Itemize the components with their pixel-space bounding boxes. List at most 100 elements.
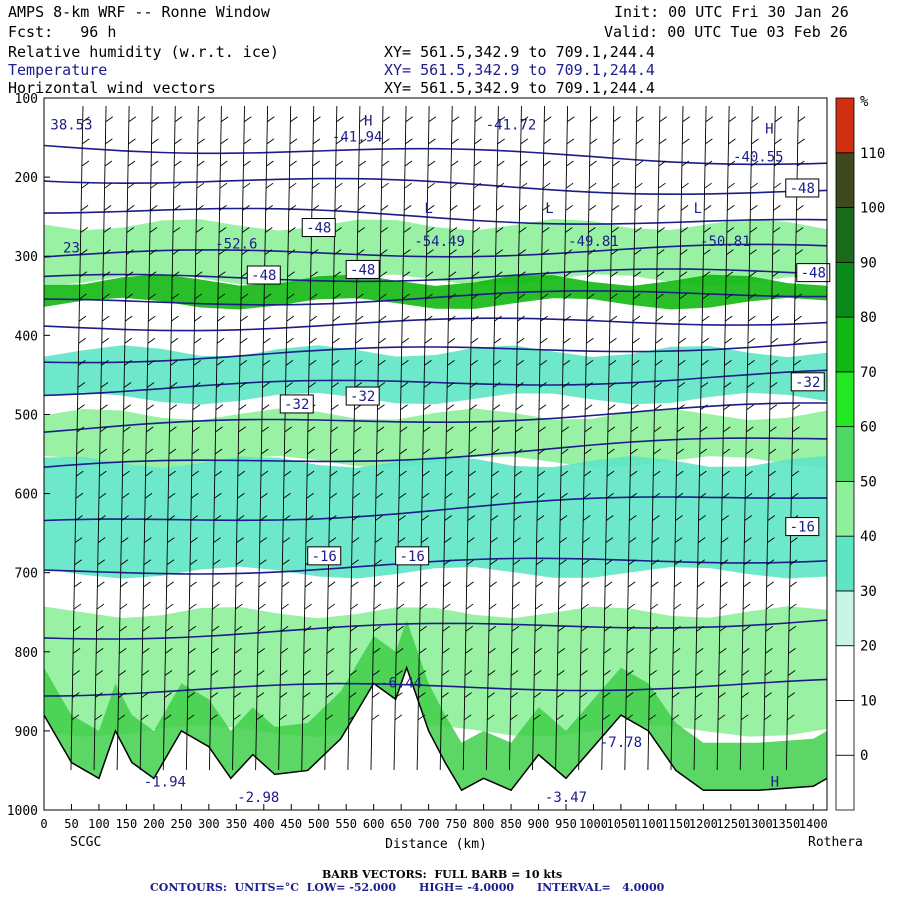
contour-label-box xyxy=(796,263,831,283)
contour-label-box xyxy=(395,546,430,566)
colorbar-segment xyxy=(835,152,855,208)
x-tick-label: 1300 xyxy=(744,817,773,831)
x-tick-label: 400 xyxy=(253,817,275,831)
field-temp-xy: XY= 561.5,342.9 to 709.1,244.4 xyxy=(384,61,655,79)
x-tick-label: 500 xyxy=(308,817,330,831)
contour-label: -7.78 xyxy=(600,735,642,751)
x-tick-label: 1050 xyxy=(606,817,635,831)
wind-barb-column xyxy=(208,105,229,771)
contour-label: L xyxy=(694,201,702,217)
contour-label-text: -48 xyxy=(306,221,331,237)
contour-label-text: 38.53 xyxy=(50,118,92,134)
colorbar-segment xyxy=(835,700,855,756)
wind-barb-column xyxy=(185,105,206,771)
contour-label: -41.72 xyxy=(486,118,537,134)
wind-barb-column xyxy=(578,105,598,771)
y-tick-label: 1000 xyxy=(7,804,38,819)
colorbar-segment xyxy=(835,261,855,318)
contour-label: -40.55 xyxy=(733,149,784,165)
colorbar-segment xyxy=(835,590,855,647)
contour-label-box xyxy=(785,517,820,537)
contour-label-box xyxy=(307,546,342,566)
field-rh-name: Relative humidity (w.r.t. ice) xyxy=(8,43,279,61)
field-wind-xy: XY= 561.5,342.9 to 709.1,244.4 xyxy=(384,79,655,97)
contour-label-text: -32 xyxy=(284,397,309,413)
colorbar-segment xyxy=(835,316,855,373)
contour-label: L xyxy=(545,201,553,217)
contour-label: -48 xyxy=(301,218,336,238)
x-tick-label: 150 xyxy=(116,817,138,831)
y-tick-label: 100 xyxy=(15,92,38,107)
colorbar-label: 50 xyxy=(860,474,877,490)
field-wind-name: Horizontal wind vectors xyxy=(8,79,216,97)
forecast-hour: Fcst: 96 h xyxy=(8,23,117,41)
wind-barb-column xyxy=(647,105,667,771)
colorbar-segment xyxy=(835,371,855,428)
contour-label: -1.94 xyxy=(144,774,186,790)
field-temp-name: Temperature xyxy=(8,61,108,79)
x-tick-label: 0 xyxy=(40,817,47,831)
colorbar-segment xyxy=(835,754,855,811)
x-tick-label: 1250 xyxy=(716,817,745,831)
contour-label: -48 xyxy=(345,259,380,279)
colorbar-label: 110 xyxy=(860,146,885,162)
contour-label-text: 23 xyxy=(63,240,80,256)
contour-label-text: -48 xyxy=(801,266,826,282)
wind-barb-column xyxy=(393,105,414,771)
wind-barb-column xyxy=(162,105,183,771)
humidity-band xyxy=(44,274,827,310)
colorbar-label: 10 xyxy=(860,693,877,709)
contour-label: -49.81 xyxy=(568,234,619,250)
wind-barb-column xyxy=(601,105,621,771)
wind-barb-column xyxy=(439,105,460,771)
isotherm xyxy=(44,317,827,332)
x-tick-label: 1200 xyxy=(689,817,718,831)
chart-title: AMPS 8-km WRF -- Ronne Window xyxy=(8,3,270,21)
contour-label: -16 xyxy=(307,546,342,566)
x-end-label-right: Rothera xyxy=(808,835,863,850)
humidity-band xyxy=(44,455,827,579)
x-tick-label: 600 xyxy=(363,817,385,831)
x-tick-label: 900 xyxy=(528,817,550,831)
y-tick-label: 700 xyxy=(15,567,38,582)
colorbar-segment xyxy=(835,207,855,263)
contour-label-text: -49.81 xyxy=(568,234,619,250)
x-tick-label: 300 xyxy=(198,817,220,831)
contour-label: -50.81 xyxy=(700,234,751,250)
isotherm xyxy=(44,557,827,575)
contour-label: 38.53 xyxy=(50,118,92,134)
contour-label: -16 xyxy=(785,517,820,537)
x-tick-label: 200 xyxy=(143,817,165,831)
x-tick-label: 1100 xyxy=(634,817,663,831)
contour-label: -3.47 xyxy=(545,790,587,806)
barb-note: BARB VECTORS: FULL BARB = 10 kts xyxy=(322,868,563,881)
wind-barb-column xyxy=(93,105,114,771)
x-tick-label: 450 xyxy=(280,817,302,831)
wind-barb-column xyxy=(347,105,367,771)
y-tick-label: 500 xyxy=(15,408,38,423)
contour-label-text: -41.72 xyxy=(486,118,537,134)
contour-label-box xyxy=(246,265,281,285)
wind-barb-column xyxy=(716,105,737,771)
contour-label-text: -16 xyxy=(399,549,424,565)
humidity-band xyxy=(44,345,827,405)
contour-label: -32 xyxy=(790,372,825,392)
contour-label: -54.49 xyxy=(414,234,465,250)
contour-label: H xyxy=(364,114,372,130)
isotherm xyxy=(44,290,827,306)
wind-barb-column xyxy=(485,105,506,771)
terrain xyxy=(44,667,827,810)
x-tick-label: 250 xyxy=(171,817,193,831)
wind-barb-column xyxy=(255,105,275,771)
wind-barb-column xyxy=(416,105,437,771)
y-tick-label: 200 xyxy=(15,171,38,186)
wind-barb-column xyxy=(139,105,160,771)
y-tick-label: 800 xyxy=(15,646,38,661)
x-tick-label: 950 xyxy=(555,817,577,831)
wind-barb-column xyxy=(278,105,298,771)
plot-frame xyxy=(43,97,828,811)
colorbar-label: 100 xyxy=(860,201,885,217)
contour-label-text: H xyxy=(765,122,773,138)
wind-barb-column xyxy=(555,105,575,771)
